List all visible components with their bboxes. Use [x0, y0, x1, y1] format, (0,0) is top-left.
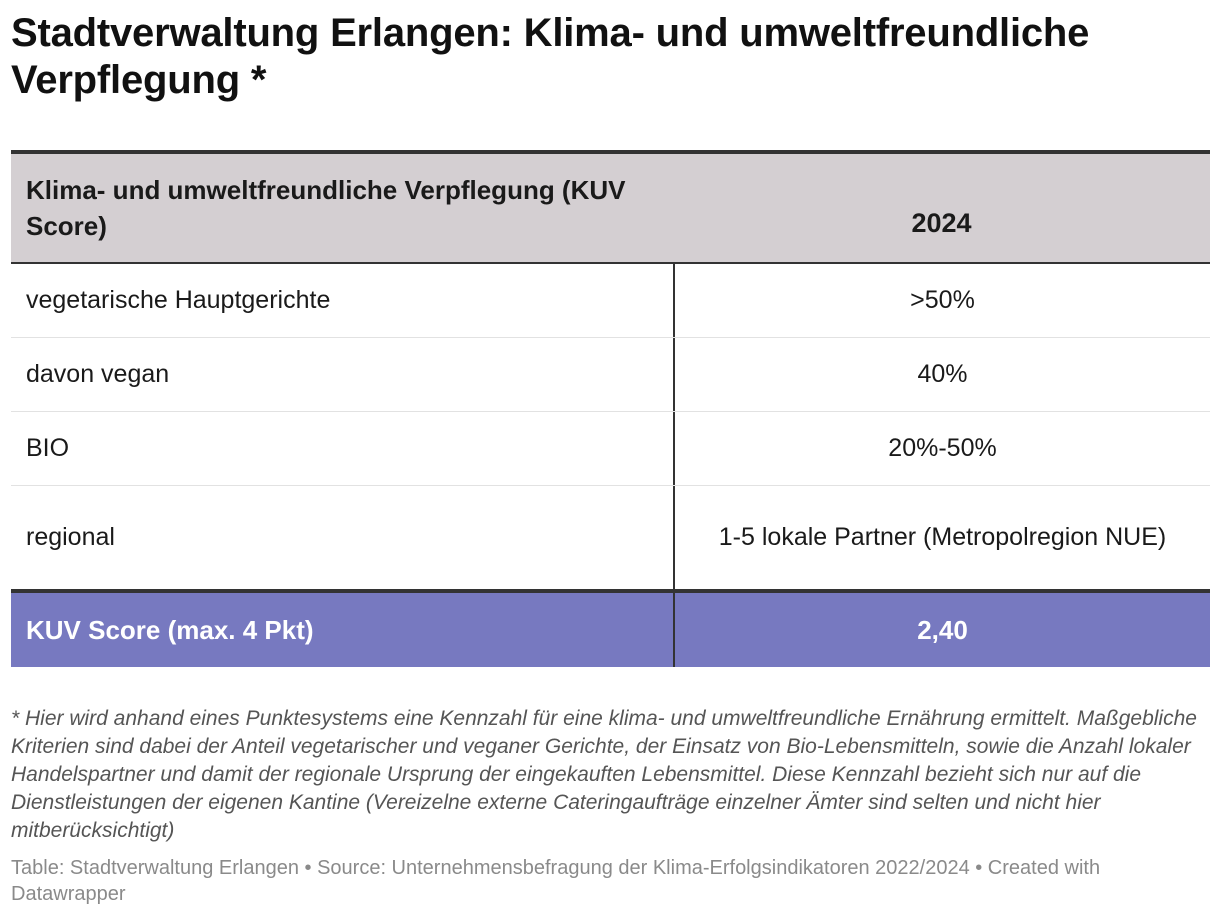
row-label: BIO	[26, 434, 70, 462]
table-header-row: Klima- und umweltfreundliche Verpflegung…	[11, 154, 1210, 264]
chart-title: Stadtverwaltung Erlangen: Klima- und umw…	[11, 11, 1090, 102]
column-header-criteria: Klima- und umweltfreundliche Verpflegung…	[26, 175, 626, 241]
table-row: vegetarische Hauptgerichte >50%	[11, 264, 1210, 338]
column-header-year: 2024	[911, 208, 972, 238]
row-value: >50%	[673, 264, 1210, 337]
row-label: vegetarische Hauptgerichte	[26, 286, 331, 314]
source-line: Table: Stadtverwaltung Erlangen • Source…	[11, 857, 1101, 905]
row-value: 20%-50%	[673, 412, 1210, 485]
table-row: davon vegan 40%	[11, 338, 1210, 412]
total-label: KUV Score (max. 4 Pkt)	[26, 614, 314, 645]
footnote: * Hier wird anhand eines Punktesystems e…	[11, 707, 1197, 842]
table-total-row: KUV Score (max. 4 Pkt) 2,40	[11, 593, 1210, 667]
total-separator	[11, 589, 1210, 593]
data-table: Klima- und umweltfreundliche Verpflegung…	[11, 150, 1210, 667]
row-label: davon vegan	[26, 360, 170, 388]
row-label: regional	[26, 523, 115, 551]
row-value: 40%	[673, 338, 1210, 411]
row-value: 1-5 lokale Partner (Metropolregion NUE)	[673, 486, 1210, 589]
table-row: regional 1-5 lokale Partner (Metropolreg…	[11, 486, 1210, 589]
total-value: 2,40	[673, 593, 1210, 667]
table-row: BIO 20%-50%	[11, 412, 1210, 486]
